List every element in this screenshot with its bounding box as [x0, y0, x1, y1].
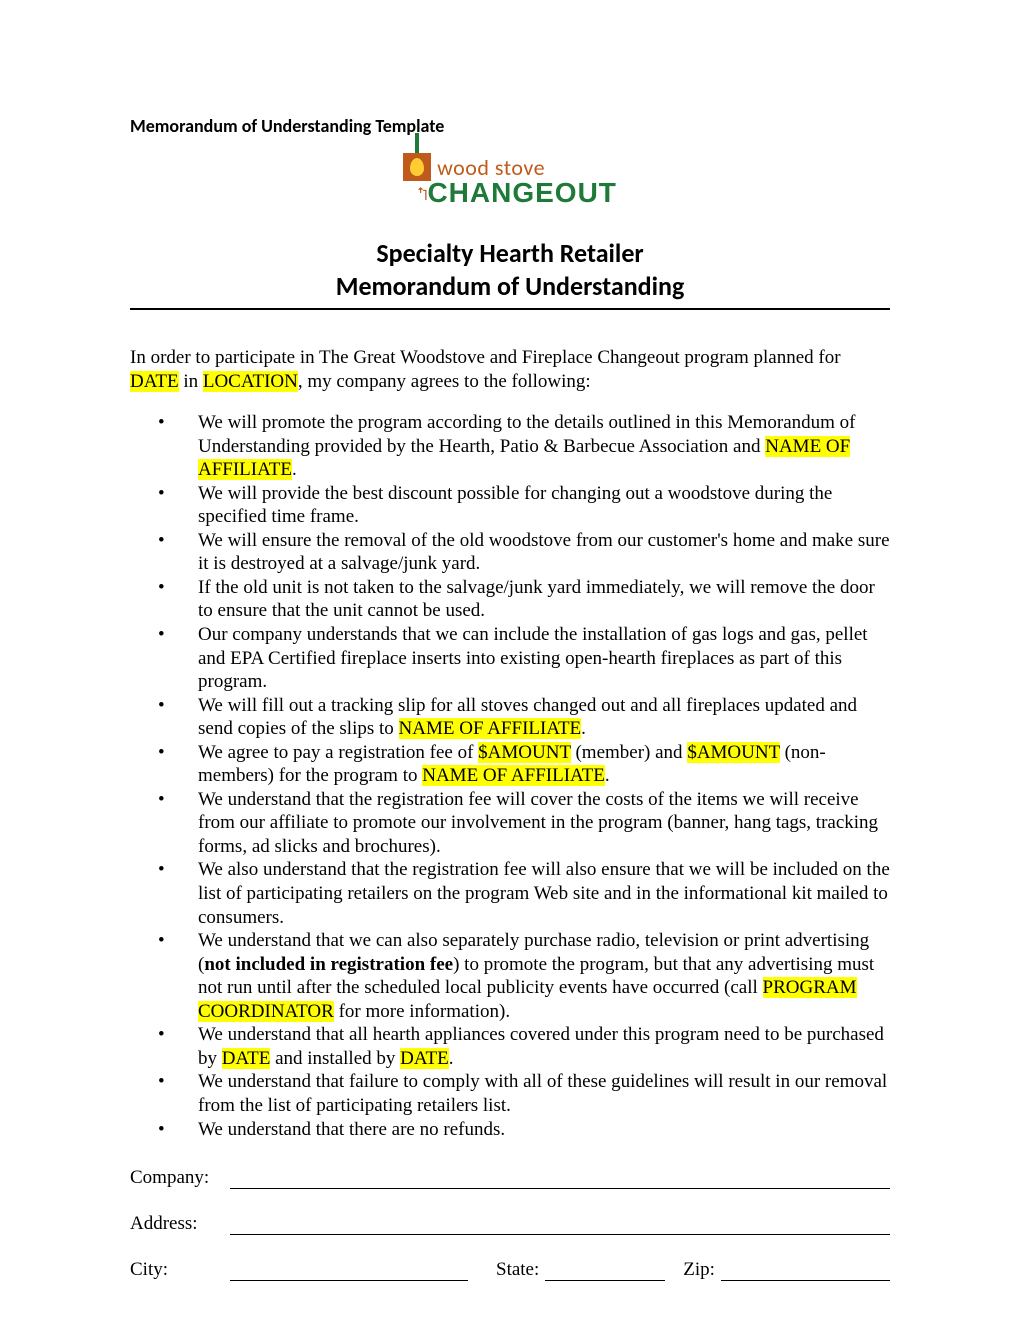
bullet-item: We will provide the best discount possib… — [158, 482, 890, 529]
bullet-item: We also understand that the registration… — [158, 858, 890, 929]
placeholder-amount: $AMOUNT — [687, 742, 780, 763]
form-row-city-state-zip: City: State: Zip: — [130, 1259, 890, 1281]
bold-not-included: not included in registration fee — [204, 954, 453, 975]
signature-form: Company: Address: City: State: Zip: — [130, 1167, 890, 1281]
intro-paragraph: In order to participate in The Great Woo… — [130, 346, 890, 393]
address-label: Address: — [130, 1213, 230, 1235]
logo: wood stove ꜛ˥CHANGEOUT — [130, 143, 890, 207]
logo-text-top: wood stove — [437, 145, 545, 179]
placeholder-amount: $AMOUNT — [478, 742, 571, 763]
bullet-item: We understand that there are no refunds. — [158, 1118, 890, 1142]
state-field[interactable] — [545, 1262, 665, 1281]
bullet-item: If the old unit is not taken to the salv… — [158, 576, 890, 623]
bullet-item: We will ensure the removal of the old wo… — [158, 529, 890, 576]
placeholder-affiliate: NAME OF AFFILIATE — [422, 765, 605, 786]
city-field[interactable] — [230, 1262, 468, 1281]
bullet-item: We understand that we can also separatel… — [158, 929, 890, 1023]
template-header: Memorandum of Understanding Template — [130, 115, 890, 137]
bullet-item: Our company understands that we can incl… — [158, 623, 890, 694]
company-label: Company: — [130, 1167, 230, 1189]
bullet-item: We understand that failure to comply wit… — [158, 1070, 890, 1117]
form-row-company: Company: — [130, 1167, 890, 1189]
placeholder-date: DATE — [400, 1048, 449, 1069]
title-line-1: Specialty Hearth Retailer — [130, 237, 890, 270]
placeholder-date: DATE — [222, 1048, 271, 1069]
address-field[interactable] — [230, 1216, 890, 1235]
title-line-2: Memorandum of Understanding — [130, 270, 890, 303]
company-field[interactable] — [230, 1170, 890, 1189]
zip-field[interactable] — [721, 1262, 890, 1281]
city-label: City: — [130, 1259, 230, 1281]
bullet-item: We understand that the registration fee … — [158, 788, 890, 859]
zip-label: Zip: — [665, 1259, 721, 1281]
document-title: Specialty Hearth Retailer Memorandum of … — [130, 237, 890, 310]
placeholder-affiliate: NAME OF AFFILIATE — [399, 718, 582, 739]
logo-flame-icon — [403, 153, 431, 181]
bullet-item: We agree to pay a registration fee of $A… — [158, 741, 890, 788]
form-row-address: Address: — [130, 1213, 890, 1235]
placeholder-location: LOCATION — [203, 371, 298, 392]
logo-text-bottom: ꜛ˥CHANGEOUT — [417, 179, 617, 207]
bullet-item: We will fill out a tracking slip for all… — [158, 694, 890, 741]
placeholder-date: DATE — [130, 371, 179, 392]
bullet-item: We will promote the program according to… — [158, 411, 890, 482]
state-label: State: — [468, 1259, 545, 1281]
agreement-list: We will promote the program according to… — [130, 411, 890, 1141]
bullet-item: We understand that all hearth appliances… — [158, 1023, 890, 1070]
